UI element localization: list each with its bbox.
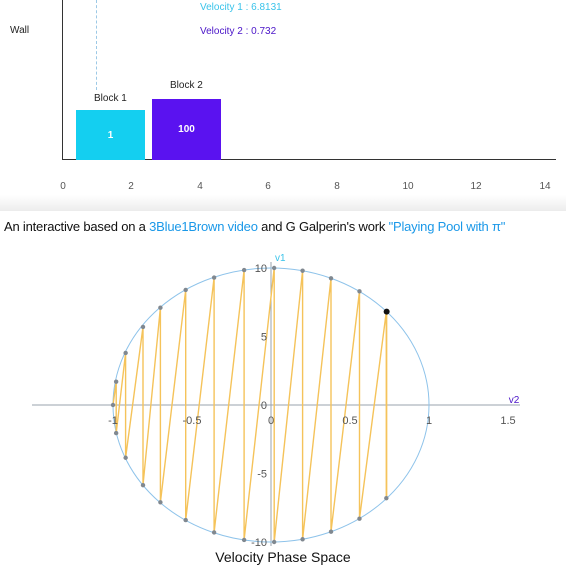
v2-tick-label: -1 <box>108 415 118 427</box>
x-axis-tick: 6 <box>265 181 271 192</box>
v1-tick-label: 10 <box>255 263 267 275</box>
phase-point <box>241 537 247 543</box>
block-2-label: Block 2 <box>170 80 203 91</box>
v2-tick-label: 1 <box>426 415 432 427</box>
x-axis-tick: 12 <box>470 181 482 192</box>
v2-axis-label: v2 <box>509 395 520 406</box>
phase-point <box>123 350 128 356</box>
velocity-2-readout: Velocity 2 : 0.732 <box>200 26 277 37</box>
block-1-label: Block 1 <box>94 93 127 104</box>
phase-point <box>183 517 188 523</box>
chart-title: Velocity Phase Space <box>215 549 351 565</box>
phase-point <box>158 305 163 310</box>
phase-point <box>211 275 217 280</box>
block-2-mass: 100 <box>178 124 195 135</box>
v2-tick-label: 0.5 <box>342 415 357 427</box>
phase-space-chart: -1 -0.5 0 0.5 1 1.5 10 5 0 -5 -10 v2 v1 <box>32 253 520 548</box>
phase-point <box>271 265 277 271</box>
phase-point <box>384 495 389 501</box>
v2-tick-label: 1.5 <box>500 415 515 427</box>
block-1[interactable]: 1 <box>76 110 145 160</box>
block-trail <box>96 0 97 90</box>
v2-tick-label: 0 <box>268 415 274 427</box>
credit-caption: An interactive based on a 3Blue1Brown vi… <box>4 219 505 234</box>
phase-point <box>300 268 305 273</box>
x-axis-tick: 8 <box>334 181 340 192</box>
x-axis-tick: 14 <box>539 181 551 192</box>
floor-line <box>62 159 556 160</box>
block-2[interactable]: 100 <box>152 99 221 160</box>
phase-point <box>113 430 119 436</box>
caption-prefix: An interactive based on a <box>4 219 150 234</box>
phase-point <box>357 516 362 521</box>
v1-tick-label: -5 <box>257 469 267 481</box>
playing-pool-with-pi-link[interactable]: "Playing Pool with π" <box>388 219 506 234</box>
x-axis-tick: 4 <box>197 181 203 192</box>
wall-line <box>62 0 63 160</box>
divider-band <box>0 195 566 211</box>
phase-point <box>158 500 163 505</box>
current-state-point <box>383 308 390 315</box>
v1-axis-label: v1 <box>275 253 286 264</box>
phase-point <box>113 379 119 384</box>
phase-point <box>328 276 334 281</box>
v1-tick-label: 0 <box>261 400 267 412</box>
velocity-1-readout: Velocity 1 : 6.8131 <box>200 2 282 13</box>
v1-tick-label: -10 <box>251 537 267 548</box>
v1-tick-label: 5 <box>261 332 267 344</box>
x-axis-tick: 0 <box>60 181 66 192</box>
phase-point <box>110 402 116 408</box>
simulation-panel: Wall Velocity 1 : 6.8131 Velocity 2 : 0.… <box>0 0 566 200</box>
phase-point <box>328 529 334 534</box>
x-axis-tick: 10 <box>402 181 414 192</box>
3blue1brown-video-link[interactable]: 3Blue1Brown video <box>149 219 258 234</box>
block-1-mass: 1 <box>107 129 114 141</box>
phase-point <box>241 267 247 273</box>
phase-point <box>300 537 305 542</box>
phase-point <box>271 539 277 545</box>
phase-point <box>140 324 146 330</box>
x-axis-tick: 2 <box>128 181 134 192</box>
wall-label: Wall <box>10 25 30 36</box>
v2-tick-label: -0.5 <box>183 415 202 427</box>
phase-point <box>140 482 146 488</box>
phase-point <box>211 530 217 535</box>
caption-middle: and G Galperin's work <box>257 219 389 234</box>
phase-point <box>123 455 128 460</box>
phase-point <box>183 287 188 293</box>
phase-point <box>357 289 362 294</box>
